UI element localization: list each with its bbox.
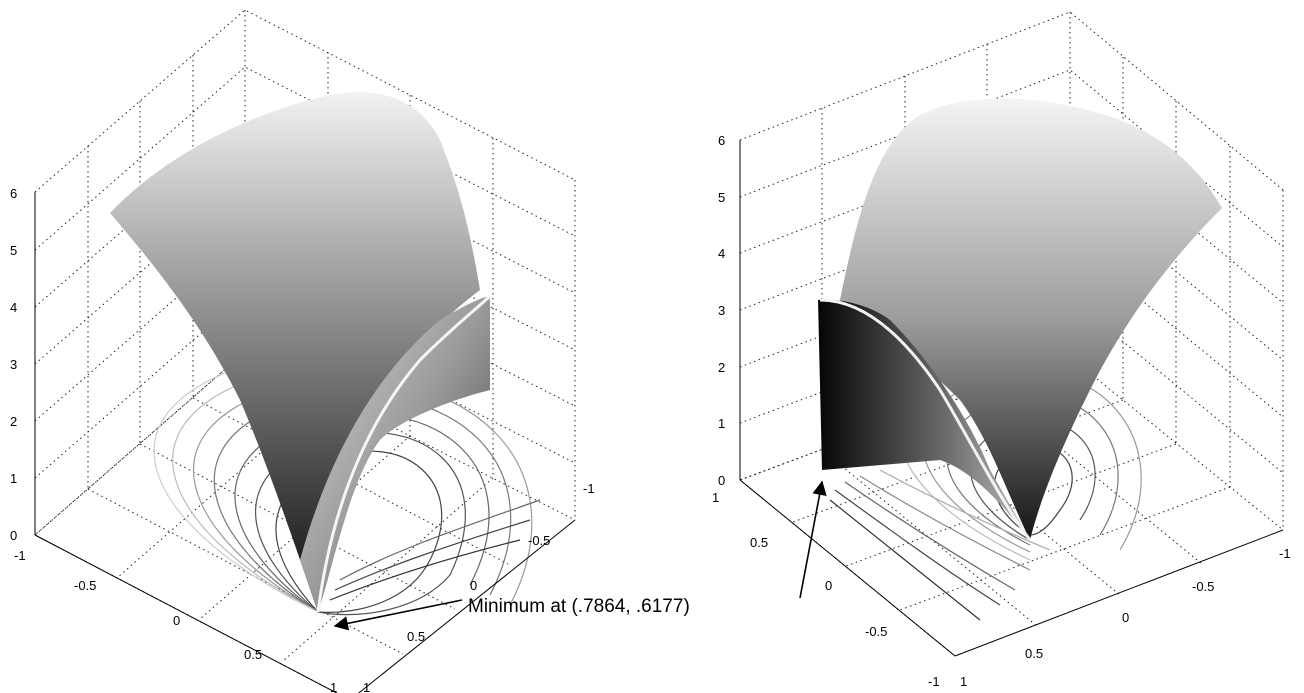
y-tick-label: -1 bbox=[583, 481, 595, 496]
y-tick-label: 1 bbox=[960, 674, 967, 689]
minimum-label: Minimum at (.7864, .6177) bbox=[468, 596, 690, 617]
right-surface bbox=[818, 98, 1222, 541]
z-tick-label: 2 bbox=[10, 414, 17, 429]
left-y-axis bbox=[357, 519, 576, 693]
y-tick-label: -0.5 bbox=[1192, 579, 1214, 594]
right-x-axis bbox=[739, 479, 956, 657]
y-tick-label: 0 bbox=[470, 578, 477, 593]
right-y-axis bbox=[954, 529, 1284, 657]
z-tick-label: 6 bbox=[718, 133, 725, 148]
z-tick-label: 4 bbox=[718, 246, 725, 261]
z-tick-label: 1 bbox=[718, 416, 725, 431]
left-y-ticks: -1 -0.5 0 0.5 1 bbox=[363, 481, 595, 693]
x-tick-label: 1 bbox=[712, 490, 719, 505]
y-tick-label: 1 bbox=[363, 680, 370, 693]
right-plot: 0 1 2 3 4 5 6 1 0.5 0 -0.5 -1 1 0.5 0 -0… bbox=[712, 11, 1291, 689]
z-tick-label: 1 bbox=[10, 471, 17, 486]
left-arrow bbox=[333, 599, 463, 631]
x-tick-label: 0 bbox=[173, 613, 180, 628]
y-tick-label: -0.5 bbox=[528, 533, 550, 548]
z-tick-label: 5 bbox=[10, 243, 17, 258]
z-tick-label: 5 bbox=[718, 190, 725, 205]
x-tick-label: -0.5 bbox=[74, 578, 96, 593]
y-tick-label: 0 bbox=[1122, 610, 1129, 625]
left-surface bbox=[110, 92, 492, 613]
right-arrow bbox=[799, 480, 827, 599]
z-tick-label: 2 bbox=[718, 360, 725, 375]
left-z-ticks: 0 1 2 3 4 5 6 bbox=[10, 186, 17, 543]
z-tick-label: 0 bbox=[10, 528, 17, 543]
x-tick-label: -1 bbox=[928, 674, 940, 689]
x-tick-label: 0.5 bbox=[750, 535, 768, 550]
x-tick-label: 1 bbox=[330, 680, 337, 693]
left-x-ticks: -1 -0.5 0 0.5 1 bbox=[14, 548, 337, 693]
x-tick-label: -1 bbox=[14, 548, 26, 563]
z-tick-label: 0 bbox=[718, 473, 725, 488]
z-tick-label: 4 bbox=[10, 300, 17, 315]
left-plot: 0 1 2 3 4 5 6 -1 -0.5 0 0.5 1 -1 -0.5 0 … bbox=[10, 9, 595, 693]
z-tick-label: 3 bbox=[718, 303, 725, 318]
x-tick-label: 0.5 bbox=[244, 647, 262, 662]
right-z-ticks: 0 1 2 3 4 5 6 bbox=[718, 133, 725, 488]
y-tick-label: -1 bbox=[1279, 546, 1291, 561]
x-tick-label: 0 bbox=[825, 578, 832, 593]
right-x-ticks: 1 0.5 0 -0.5 -1 bbox=[712, 490, 940, 689]
left-x-axis bbox=[34, 534, 338, 693]
z-tick-label: 3 bbox=[10, 357, 17, 372]
y-tick-label: 0.5 bbox=[1025, 646, 1043, 661]
z-tick-label: 6 bbox=[10, 186, 17, 201]
right-y-ticks: 1 0.5 0 -0.5 -1 bbox=[960, 546, 1291, 689]
x-tick-label: -0.5 bbox=[865, 624, 887, 639]
minimum-annotation: Minimum at (.7864, .6177) bbox=[333, 480, 827, 631]
y-tick-label: 0.5 bbox=[407, 629, 425, 644]
